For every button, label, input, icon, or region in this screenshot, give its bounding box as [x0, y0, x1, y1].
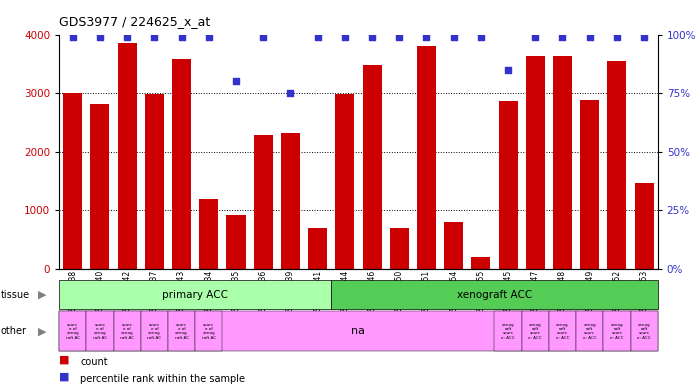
- Point: [394, 34, 405, 40]
- Bar: [145, 94, 164, 269]
- Bar: [141, 311, 168, 351]
- Point: [448, 34, 459, 40]
- Point: [584, 34, 595, 40]
- Bar: [603, 311, 631, 351]
- Bar: [113, 311, 141, 351]
- Point: [312, 34, 323, 40]
- Bar: [444, 222, 464, 269]
- Bar: [308, 228, 327, 269]
- Point: [367, 34, 378, 40]
- Bar: [580, 100, 599, 269]
- Bar: [631, 311, 658, 351]
- Text: xenog
raft
sourc
e: ACC: xenog raft sourc e: ACC: [638, 323, 651, 340]
- Point: [149, 34, 160, 40]
- Point: [285, 90, 296, 96]
- Bar: [59, 311, 86, 351]
- Point: [503, 67, 514, 73]
- Bar: [86, 311, 113, 351]
- Bar: [390, 228, 409, 269]
- Text: ▶: ▶: [38, 290, 46, 300]
- Bar: [195, 311, 223, 351]
- Bar: [471, 257, 491, 269]
- Bar: [226, 215, 246, 269]
- Point: [95, 34, 106, 40]
- Text: xenograft ACC: xenograft ACC: [457, 290, 532, 300]
- Point: [203, 34, 214, 40]
- Text: count: count: [80, 358, 108, 367]
- Bar: [281, 133, 300, 269]
- Point: [530, 34, 541, 40]
- Bar: [168, 311, 195, 351]
- Point: [638, 34, 649, 40]
- Bar: [494, 311, 522, 351]
- Text: xenog
raft
sourc
e: ACC: xenog raft sourc e: ACC: [501, 323, 515, 340]
- Text: sourc
e of
xenog
raft AC: sourc e of xenog raft AC: [175, 323, 189, 340]
- Bar: [59, 280, 331, 309]
- Point: [122, 34, 133, 40]
- Point: [339, 34, 350, 40]
- Bar: [253, 135, 273, 269]
- Bar: [172, 59, 191, 269]
- Text: xenog
raft
sourc
e: ACC: xenog raft sourc e: ACC: [610, 323, 624, 340]
- Point: [230, 78, 242, 84]
- Bar: [576, 311, 603, 351]
- Text: sourc
e of
xenog
raft AC: sourc e of xenog raft AC: [202, 323, 216, 340]
- Bar: [90, 104, 109, 269]
- Text: ■: ■: [59, 372, 70, 382]
- Point: [68, 34, 79, 40]
- Bar: [331, 280, 658, 309]
- Text: sourc
e of
xenog
raft AC: sourc e of xenog raft AC: [120, 323, 134, 340]
- Bar: [63, 93, 82, 269]
- Bar: [118, 43, 136, 269]
- Bar: [553, 56, 572, 269]
- Text: sourc
e of
xenog
raft AC: sourc e of xenog raft AC: [65, 323, 80, 340]
- Point: [557, 34, 568, 40]
- Text: percentile rank within the sample: percentile rank within the sample: [80, 374, 245, 384]
- Text: xenog
raft
sourc
e: ACC: xenog raft sourc e: ACC: [583, 323, 596, 340]
- Bar: [363, 65, 381, 269]
- Bar: [522, 311, 549, 351]
- Text: other: other: [1, 326, 26, 336]
- Bar: [335, 94, 354, 269]
- Point: [475, 34, 487, 40]
- Text: primary ACC: primary ACC: [162, 290, 228, 300]
- Text: na: na: [351, 326, 365, 336]
- Bar: [608, 61, 626, 269]
- Text: ■: ■: [59, 355, 70, 365]
- Point: [421, 34, 432, 40]
- Bar: [199, 199, 219, 269]
- Point: [258, 34, 269, 40]
- Text: sourc
e of
xenog
raft AC: sourc e of xenog raft AC: [93, 323, 107, 340]
- Bar: [417, 46, 436, 269]
- Text: sourc
e of
xenog
raft AC: sourc e of xenog raft AC: [148, 323, 161, 340]
- Point: [176, 34, 187, 40]
- Text: xenog
raft
sourc
e: ACC: xenog raft sourc e: ACC: [528, 323, 542, 340]
- Bar: [549, 311, 576, 351]
- Text: xenog
raft
sourc
e: ACC: xenog raft sourc e: ACC: [555, 323, 569, 340]
- Point: [611, 34, 622, 40]
- Text: GDS3977 / 224625_x_at: GDS3977 / 224625_x_at: [59, 15, 210, 28]
- Bar: [635, 183, 654, 269]
- Text: ▶: ▶: [38, 326, 46, 336]
- Bar: [498, 101, 518, 269]
- Bar: [525, 56, 545, 269]
- Text: tissue: tissue: [1, 290, 30, 300]
